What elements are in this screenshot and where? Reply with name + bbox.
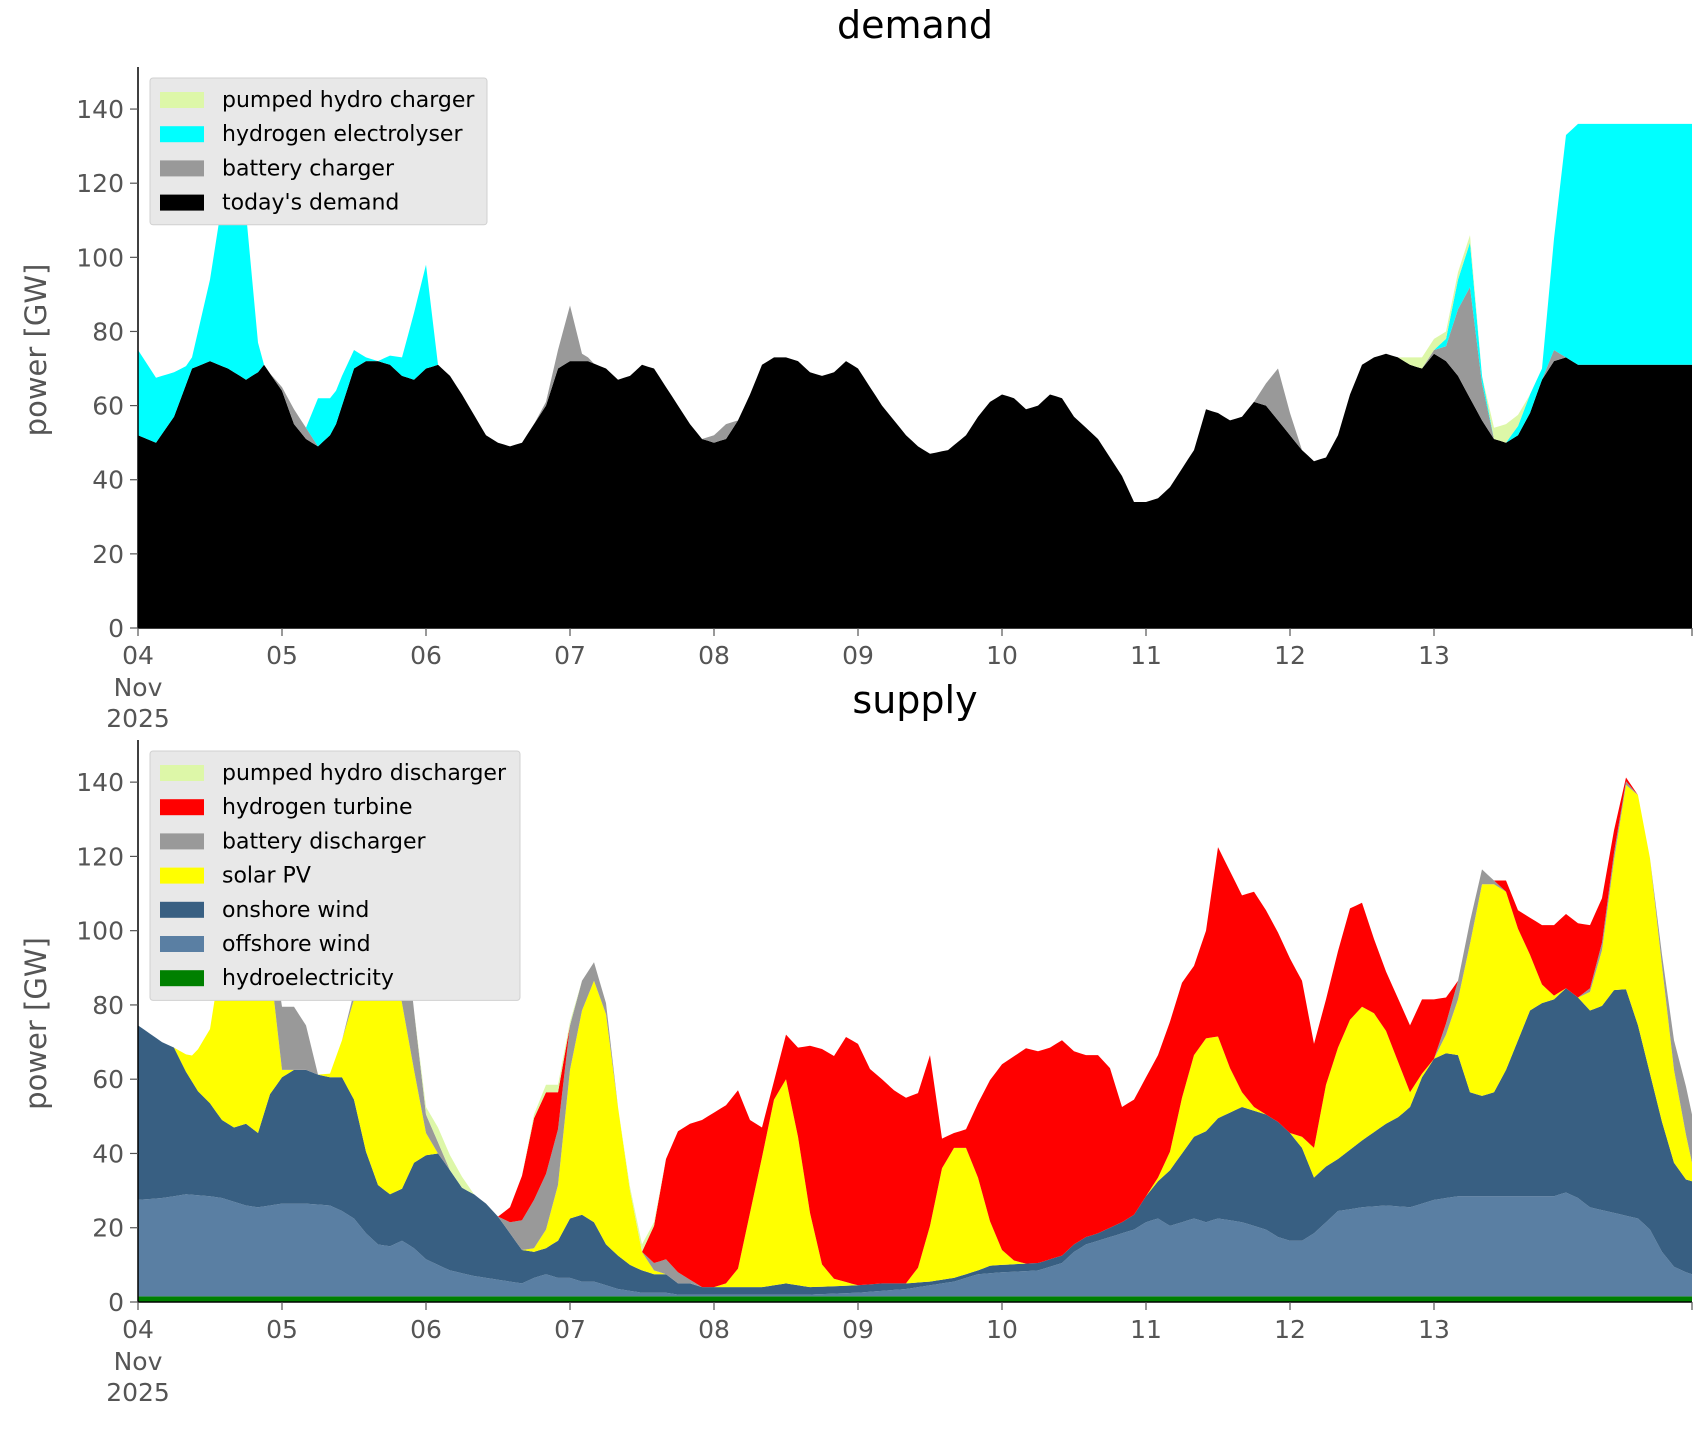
x-tick-label: 11 [1130, 641, 1162, 670]
x-tick-label: 12 [1274, 1315, 1306, 1344]
y-axis-label: power [GW] [19, 264, 53, 437]
legend-label-hydrogen-electrolyser: hydrogen electrolyser [222, 122, 463, 147]
legend-swatch-today-s-demand [160, 194, 204, 211]
y-tick-label: 0 [108, 614, 124, 643]
x-tick-sublabel-year: 2025 [106, 1378, 170, 1407]
y-axis-label: power [GW] [19, 937, 53, 1110]
y-tick-label: 40 [92, 1139, 124, 1168]
legend-label-hydroelectricity: hydroelectricity [222, 966, 394, 991]
x-tick-label: 08 [698, 1315, 730, 1344]
x-tick-sublabel-year: 2025 [106, 704, 170, 733]
y-tick-label: 120 [76, 169, 124, 198]
x-tick-label: 06 [410, 641, 442, 670]
y-tick-label: 140 [76, 768, 124, 797]
x-tick-label: 09 [842, 641, 874, 670]
legend-box [149, 750, 521, 1001]
legend-label-today-s-demand: today's demand [222, 191, 399, 216]
y-tick-label: 140 [76, 95, 124, 124]
y-tick-label: 20 [92, 540, 124, 569]
series-area-onshore-wind [138, 988, 1692, 1295]
series-area-hydroelectricity [138, 1296, 1692, 1302]
y-tick-label: 0 [108, 1288, 124, 1317]
y-tick-label: 60 [92, 1065, 124, 1094]
y-tick-label: 120 [76, 842, 124, 871]
x-tick-label: 07 [554, 1315, 586, 1344]
legend-swatch-solar-pv [160, 867, 204, 884]
legend-swatch-pumped-hydro-charger [160, 92, 204, 108]
legend-swatch-battery-discharger [160, 833, 204, 850]
x-tick-label: 13 [1418, 641, 1450, 670]
legend-swatch-pumped-hydro-discharger [160, 765, 204, 781]
x-tick-label: 04 [122, 641, 154, 670]
legend-swatch-hydrogen-electrolyser [160, 126, 204, 143]
y-tick-label: 80 [92, 991, 124, 1020]
x-tick-label: 09 [842, 1315, 874, 1344]
legend-label-pumped-hydro-discharger: pumped hydro discharger [222, 761, 507, 786]
legend-swatch-offshore-wind [160, 936, 204, 952]
x-tick-sublabel-month: Nov [114, 673, 163, 702]
x-tick-label: 05 [266, 1315, 298, 1344]
series-area-offshore-wind [138, 1192, 1692, 1297]
x-tick-label: 06 [410, 1315, 442, 1344]
legend-label-solar-pv: solar PV [222, 864, 311, 889]
x-tick-label: 13 [1418, 1315, 1450, 1344]
y-tick-label: 40 [92, 466, 124, 495]
legend-swatch-onshore-wind [160, 901, 204, 918]
chart-title: demand [837, 3, 993, 47]
x-tick-sublabel-month: Nov [114, 1347, 163, 1376]
series-area-solar-pv [138, 784, 1692, 1288]
legend-label-onshore-wind: onshore wind [222, 898, 369, 923]
legend-swatch-hydrogen-turbine [160, 799, 204, 816]
x-tick-label: 08 [698, 641, 730, 670]
x-tick-label: 12 [1274, 641, 1306, 670]
y-tick-label: 80 [92, 317, 124, 346]
legend-label-offshore-wind: offshore wind [222, 932, 371, 957]
chart-title: supply [852, 678, 977, 722]
y-tick-label: 100 [76, 243, 124, 272]
legend-label-battery-charger: battery charger [222, 156, 395, 181]
legend-label-pumped-hydro-charger: pumped hydro charger [222, 88, 475, 113]
series-area-hydrogen-turbine [138, 777, 1692, 1288]
x-tick-label: 04 [122, 1315, 154, 1344]
y-tick-label: 100 [76, 917, 124, 946]
legend-label-hydrogen-turbine: hydrogen turbine [222, 795, 413, 820]
x-tick-label: 10 [986, 641, 1018, 670]
legend-swatch-hydroelectricity [160, 970, 204, 987]
x-tick-label: 11 [1130, 1315, 1162, 1344]
series-area-today-s-demand [138, 353, 1692, 628]
legend-label-battery-discharger: battery discharger [222, 829, 427, 854]
x-tick-label: 05 [266, 641, 298, 670]
x-tick-label: 10 [986, 1315, 1018, 1344]
legend-box [149, 77, 488, 226]
y-tick-label: 20 [92, 1214, 124, 1243]
legend-swatch-battery-charger [160, 160, 204, 177]
y-tick-label: 60 [92, 392, 124, 421]
x-tick-label: 07 [554, 641, 586, 670]
